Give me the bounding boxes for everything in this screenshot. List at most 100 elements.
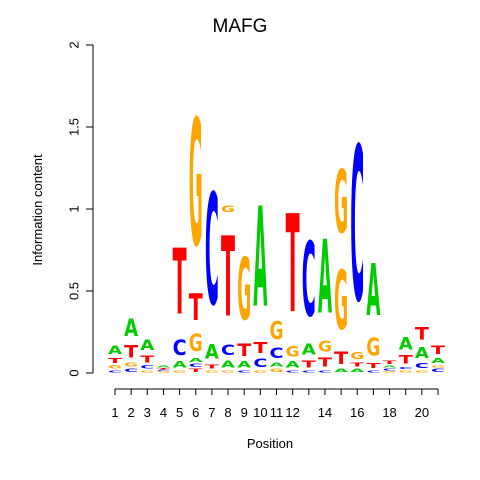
logo-letter-A: A: [286, 361, 300, 371]
x-tick-label: 8: [224, 405, 231, 420]
logo-letter-A: A: [383, 365, 397, 368]
logo-letter-G: G: [334, 253, 348, 349]
logo-letter-G: G: [431, 365, 445, 368]
logo-letter-T: T: [189, 287, 203, 329]
logo-letter-C: C: [124, 368, 138, 373]
logo-letter-G: G: [237, 241, 251, 341]
x-tick-label: 2: [128, 405, 135, 420]
x-tick-label: 16: [350, 405, 364, 420]
logo-letter-G: G: [399, 370, 413, 373]
logo-letter-A: A: [140, 337, 155, 353]
logo-letter-A: A: [350, 368, 365, 373]
logo-letter-A: A: [334, 368, 349, 373]
logo-letter-G: G: [318, 337, 332, 355]
x-tick-label: 18: [382, 405, 396, 420]
logo-letter-C: C: [205, 162, 219, 340]
logo-letter-A: A: [431, 357, 446, 365]
logo-letter-C: C: [318, 370, 332, 373]
logo-letter-G: G: [270, 368, 284, 373]
x-tick-label: 5: [176, 405, 183, 420]
logo-letter-C: C: [270, 345, 284, 362]
logo-letter-G: G: [173, 370, 187, 373]
logo-letter-T: T: [302, 358, 316, 370]
logo-letter-T: T: [415, 325, 429, 344]
logo-letter-A: A: [156, 365, 170, 368]
logo-letter-C: C: [189, 363, 203, 368]
logo-letter-G: G: [108, 365, 122, 370]
logo-letter-G: G: [205, 370, 219, 373]
logo-letter-G: G: [270, 317, 284, 346]
x-tick-label: 4: [160, 405, 167, 420]
logo-letter-T: T: [140, 353, 154, 365]
logo-letter-C: C: [156, 370, 170, 372]
x-tick-label: 3: [144, 405, 151, 420]
logo-letter-T: T: [237, 341, 251, 360]
logo-letter-T: T: [124, 343, 138, 362]
x-tick-label: 10: [253, 405, 267, 420]
logo-letter-C: C: [140, 365, 154, 370]
logo-letter-T: T: [205, 363, 220, 370]
logo-letter-A: A: [173, 361, 187, 371]
logo-letter-A: A: [108, 343, 122, 356]
logo-letter-A: A: [318, 221, 332, 338]
logo-letter-G: G: [124, 361, 138, 368]
y-tick-label: 2: [66, 41, 81, 48]
logo-letter-G: G: [383, 371, 397, 373]
logo-letter-T: T: [431, 344, 446, 357]
logo-letter-T: T: [334, 350, 348, 369]
logo-letter-T: T: [156, 368, 170, 370]
y-tick-label: 1: [66, 205, 81, 212]
logo-letter-G: G: [334, 152, 348, 253]
logo-letter-A: A: [415, 343, 429, 361]
logo-letter-C: C: [173, 335, 187, 360]
logo-letter-G: G: [286, 344, 300, 360]
logo-letter-A: A: [205, 341, 219, 364]
logo-letter-A: A: [124, 314, 139, 342]
logo-letter-A: A: [253, 179, 267, 339]
logo-letter-G: G: [253, 370, 267, 373]
logo-letter-G: G: [189, 84, 203, 287]
logo-letter-G: G: [350, 351, 364, 362]
chart-title: MAFG: [213, 16, 268, 37]
logo-letter-T: T: [383, 360, 398, 365]
logo-letter-A: A: [302, 340, 316, 358]
y-tick-label: 0: [66, 369, 81, 376]
logo-letter-T: T: [189, 368, 204, 373]
y-tick-label: 1.5: [66, 118, 81, 136]
logo-letter-T: T: [286, 187, 300, 344]
x-tick-label: 11: [270, 405, 284, 420]
logo-letter-T: T: [350, 362, 365, 369]
logo-letter-C: C: [415, 362, 429, 370]
logo-letter-G: G: [140, 370, 154, 373]
x-tick-label: 20: [415, 405, 429, 420]
logo-letter-C: C: [302, 222, 316, 340]
logo-letter-G: G: [189, 329, 203, 357]
x-axis: 1 2 3 4 5 6 7 8 9 10 11 12 14 16 18 20: [111, 388, 439, 420]
logo-letter-T: T: [318, 356, 332, 371]
logo-letter-G: G: [221, 370, 235, 373]
logo-letter-G: G: [156, 371, 170, 373]
logo-letter-T: T: [221, 214, 235, 342]
x-tick-label: 1: [111, 405, 118, 420]
logo-letter-G: G: [221, 205, 235, 214]
logo-letter-T: T: [253, 339, 268, 357]
logo-letter-T: T: [366, 362, 381, 370]
logo-letter-T: T: [108, 357, 123, 365]
logo-letter-C: C: [108, 370, 122, 373]
logo-letter-A: A: [366, 250, 380, 332]
logo-letter-A: A: [221, 359, 236, 370]
logo-letter-A: A: [270, 362, 285, 368]
logo-letter-T: T: [399, 354, 414, 367]
logo-letter-A: A: [399, 335, 413, 354]
logo-letter-A: A: [189, 357, 204, 363]
y-axis: 0 0.5 1 1.5 2: [66, 41, 94, 377]
logo-letter-C: C: [350, 105, 364, 350]
logo-letter-C: C: [431, 368, 445, 373]
x-tick-label: 12: [285, 405, 299, 420]
logo-letter-G: G: [415, 370, 429, 373]
logo-letter-C: C: [253, 356, 267, 370]
logo-letter-C: C: [383, 368, 397, 371]
x-tick-label: 7: [208, 405, 215, 420]
logo-letter-G: G: [366, 333, 380, 362]
